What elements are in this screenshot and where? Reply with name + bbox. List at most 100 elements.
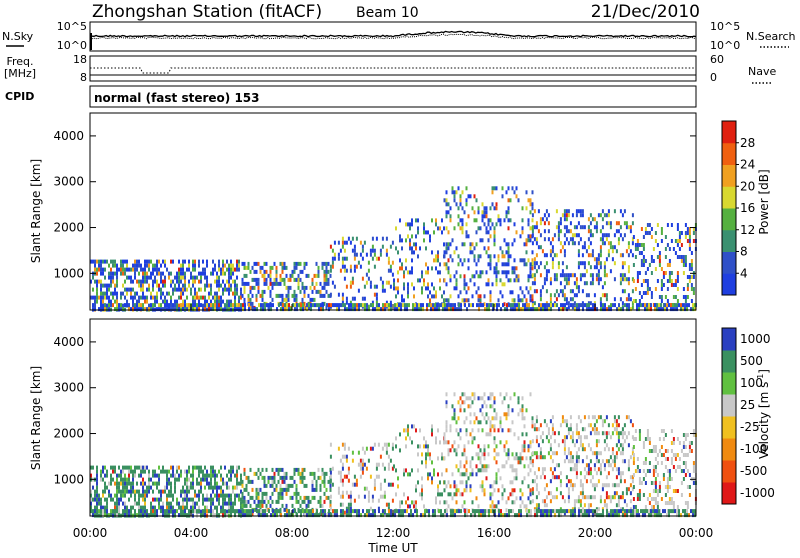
power-cell: [388, 269, 390, 273]
power-cell: [236, 288, 238, 292]
power-cell: [100, 260, 102, 264]
power-cell: [216, 280, 218, 284]
velocity-cell: [444, 456, 446, 460]
velocity-cell: [560, 509, 562, 513]
power-cell: [278, 282, 280, 286]
velocity-cell: [344, 475, 346, 479]
velocity-cell: [228, 509, 230, 513]
velocity-cell: [262, 504, 264, 508]
velocity-cell: [252, 488, 254, 492]
velocity-cell: [645, 481, 647, 485]
velocity-cell: [588, 503, 590, 507]
velocity-cell: [494, 416, 496, 420]
velocity-cell: [186, 502, 188, 506]
velocity-cell: [518, 509, 520, 513]
velocity-cell: [152, 509, 154, 513]
power-cell: [304, 294, 306, 298]
power-cell: [270, 278, 272, 282]
power-cell: [588, 237, 590, 241]
power-cell: [124, 296, 126, 300]
power-cell: [450, 218, 452, 222]
velocity-cell: [552, 451, 554, 455]
velocity-cell: [286, 488, 288, 492]
power-cell: [252, 302, 254, 306]
power-cell: [156, 284, 158, 288]
velocity-cell: [576, 463, 578, 467]
power-cell: [518, 294, 520, 298]
power-cell: [366, 281, 368, 285]
power-cell: [407, 234, 409, 238]
power-cell: [570, 289, 572, 293]
velocity-cell: [647, 437, 649, 441]
velocity-cell: [170, 466, 172, 470]
velocity-cell: [154, 510, 156, 514]
velocity-cell: [178, 502, 180, 506]
power-cell: [134, 264, 136, 268]
velocity-cell: [480, 448, 482, 452]
velocity-cell: [128, 498, 130, 502]
power-cell: [637, 247, 639, 251]
velocity-cell: [230, 478, 232, 482]
velocity-cell: [164, 509, 166, 513]
velocity-cell: [304, 496, 306, 500]
velocity-cell: [216, 482, 218, 486]
power-cell: [476, 230, 478, 234]
power-cell: [486, 250, 488, 254]
velocity-cell: [645, 437, 647, 441]
velocity-cell: [106, 506, 108, 510]
velocity-cell: [264, 500, 266, 504]
velocity-cell: [544, 487, 546, 491]
power-cell: [334, 303, 336, 307]
power-cell: [450, 242, 452, 246]
velocity-cell: [294, 468, 296, 472]
power-cell: [439, 278, 441, 282]
velocity-cell: [236, 466, 238, 470]
velocity-cell: [368, 495, 370, 499]
velocity-cell: [304, 476, 306, 480]
velocity-cell: [342, 455, 344, 459]
velocity-cell: [122, 494, 124, 498]
y-tick-label: 4000: [53, 129, 84, 143]
velocity-cell: [316, 480, 318, 484]
velocity-cell: [206, 474, 208, 478]
velocity-cell: [464, 472, 466, 476]
velocity-cell: [468, 404, 470, 408]
velocity-cell: [212, 498, 214, 502]
power-cell: [142, 303, 144, 307]
velocity-cell: [641, 481, 643, 485]
velocity-cell: [158, 478, 160, 482]
power-cell: [626, 221, 628, 225]
power-cell: [96, 300, 98, 304]
power-cell: [126, 276, 128, 280]
velocity-cell: [512, 480, 514, 484]
velocity-cell: [608, 447, 610, 451]
velocity-cell: [208, 486, 210, 490]
velocity-cell: [419, 492, 421, 496]
power-cell: [657, 279, 659, 283]
power-cell: [548, 221, 550, 225]
power-cell: [534, 237, 536, 241]
power-cell: [360, 253, 362, 257]
velocity-cell: [403, 428, 405, 432]
velocity-cell: [150, 510, 152, 514]
power-cell: [560, 273, 562, 277]
power-cell: [480, 274, 482, 278]
velocity-cell: [564, 509, 566, 513]
velocity-cell: [474, 509, 476, 513]
power-cell: [594, 265, 596, 269]
velocity-cell: [588, 467, 590, 471]
velocity-cell: [606, 431, 608, 435]
velocity-cell: [618, 483, 620, 487]
power-cell: [496, 206, 498, 210]
velocity-cell: [403, 472, 405, 476]
velocity-cell: [166, 478, 168, 482]
power-cell: [154, 280, 156, 284]
velocity-cell: [407, 424, 409, 428]
velocity-cell: [568, 509, 570, 513]
power-cell: [632, 221, 634, 225]
power-cell: [328, 270, 330, 274]
power-cell: [180, 268, 182, 272]
velocity-cell: [476, 509, 478, 513]
power-cell: [482, 202, 484, 206]
power-cell: [380, 253, 382, 257]
